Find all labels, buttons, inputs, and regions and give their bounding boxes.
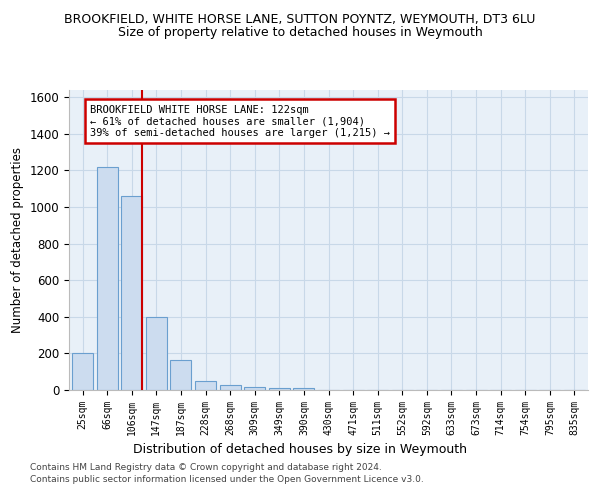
Text: Contains HM Land Registry data © Crown copyright and database right 2024.: Contains HM Land Registry data © Crown c… — [30, 464, 382, 472]
Bar — [220, 384, 241, 390]
Bar — [170, 360, 191, 390]
Bar — [269, 388, 290, 390]
Bar — [195, 381, 216, 390]
Text: BROOKFIELD WHITE HORSE LANE: 122sqm
← 61% of detached houses are smaller (1,904): BROOKFIELD WHITE HORSE LANE: 122sqm ← 61… — [90, 104, 390, 138]
Bar — [244, 388, 265, 390]
Text: Distribution of detached houses by size in Weymouth: Distribution of detached houses by size … — [133, 442, 467, 456]
Bar — [146, 317, 167, 390]
Bar — [97, 167, 118, 390]
Bar — [293, 388, 314, 390]
Bar — [121, 196, 142, 390]
Text: Contains public sector information licensed under the Open Government Licence v3: Contains public sector information licen… — [30, 475, 424, 484]
Y-axis label: Number of detached properties: Number of detached properties — [11, 147, 24, 333]
Text: Size of property relative to detached houses in Weymouth: Size of property relative to detached ho… — [118, 26, 482, 39]
Text: BROOKFIELD, WHITE HORSE LANE, SUTTON POYNTZ, WEYMOUTH, DT3 6LU: BROOKFIELD, WHITE HORSE LANE, SUTTON POY… — [64, 12, 536, 26]
Bar — [72, 354, 93, 390]
